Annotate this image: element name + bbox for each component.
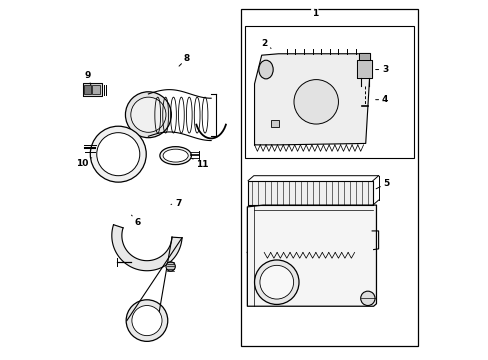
Circle shape	[165, 262, 175, 271]
Text: 4: 4	[375, 95, 387, 104]
Ellipse shape	[160, 147, 191, 165]
Bar	[84, 85, 90, 94]
Polygon shape	[247, 181, 372, 205]
Ellipse shape	[258, 60, 273, 79]
Circle shape	[293, 80, 338, 124]
Polygon shape	[359, 53, 369, 60]
Text: 3: 3	[375, 65, 387, 74]
Polygon shape	[247, 205, 376, 306]
Text: 10: 10	[76, 158, 92, 168]
Bar	[244, 26, 413, 158]
Text: 9: 9	[84, 71, 91, 85]
Bar	[92, 85, 100, 94]
Bar	[241, 9, 418, 346]
Circle shape	[254, 260, 298, 305]
Circle shape	[260, 265, 293, 299]
Text: 11: 11	[192, 158, 208, 170]
Text: 7: 7	[171, 199, 181, 208]
Circle shape	[125, 92, 171, 138]
Text: 5: 5	[375, 179, 389, 189]
Circle shape	[90, 126, 146, 182]
Text: 6: 6	[131, 215, 141, 227]
Polygon shape	[83, 83, 102, 96]
Text: 1: 1	[311, 9, 317, 18]
Bar	[270, 120, 278, 127]
Circle shape	[131, 97, 165, 132]
Circle shape	[132, 306, 162, 336]
Circle shape	[97, 133, 140, 176]
Circle shape	[126, 300, 167, 341]
Circle shape	[360, 291, 374, 306]
Text: 8: 8	[179, 54, 190, 66]
Polygon shape	[356, 60, 371, 78]
Polygon shape	[254, 54, 369, 145]
Polygon shape	[112, 225, 182, 271]
Text: 2: 2	[261, 39, 270, 48]
Ellipse shape	[163, 149, 188, 162]
